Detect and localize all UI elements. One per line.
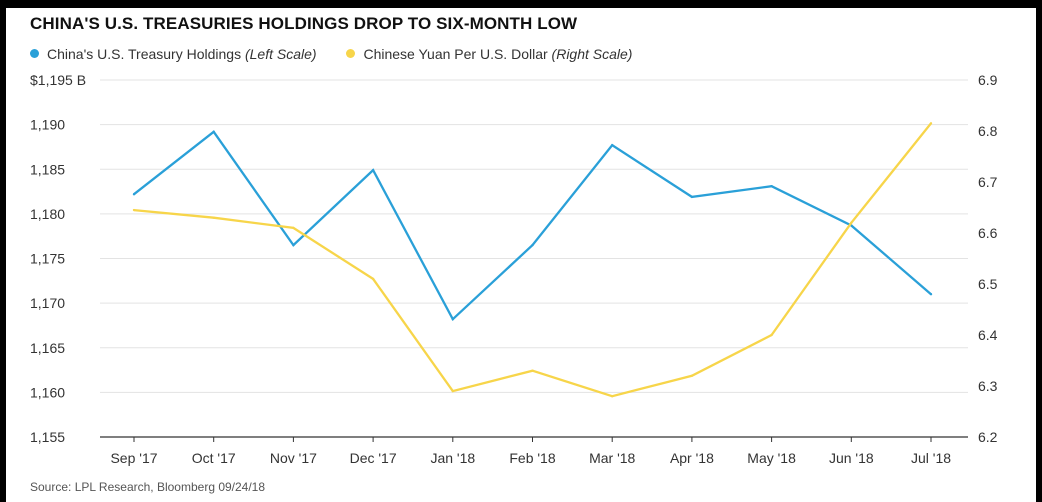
x-tick-label: Feb '18 <box>509 450 555 466</box>
source-note: Source: LPL Research, Bloomberg 09/24/18 <box>30 480 266 494</box>
data-point-treasury <box>611 143 614 147</box>
y-left-tick-label: 1,165 <box>30 340 65 356</box>
data-point-yuan <box>292 226 295 230</box>
series-line-yuan <box>133 122 932 398</box>
x-tick-label: Mar '18 <box>589 450 635 466</box>
legend-item-yuan: Chinese Yuan Per U.S. Dollar (Right Scal… <box>346 46 632 62</box>
series-line-treasury <box>133 130 932 322</box>
data-point-yuan <box>850 221 853 224</box>
chart-title: CHINA'S U.S. TREASURIES HOLDINGS DROP TO… <box>30 14 578 33</box>
y-right-tick-label: 6.5 <box>978 276 998 292</box>
x-tick-label: Nov '17 <box>270 450 317 466</box>
y-left-tick-label: 1,175 <box>30 251 65 267</box>
y-right-tick-label: 6.7 <box>978 174 998 190</box>
data-point-yuan <box>690 374 694 377</box>
y-left-tick-label: 1,155 <box>30 429 65 445</box>
data-point-treasury <box>132 193 136 196</box>
y-right-tick-label: 6.2 <box>978 429 998 445</box>
x-tick-label: Dec '17 <box>350 450 397 466</box>
data-point-yuan <box>611 395 614 398</box>
y-left-tick-label: $1,195 B <box>30 72 86 88</box>
data-point-yuan <box>212 216 215 219</box>
x-tick-label: Jul '18 <box>911 450 951 466</box>
legend-marker-treasury <box>30 49 39 58</box>
y-left-tick-label: 1,180 <box>30 206 65 222</box>
x-tick-label: Sep '17 <box>110 450 157 466</box>
y-left-tick-label: 1,170 <box>30 295 65 311</box>
x-tick-label: Oct '17 <box>192 450 236 466</box>
y-right-tick-label: 6.8 <box>978 123 998 139</box>
legend-marker-yuan <box>346 49 356 58</box>
x-tick-label: Apr '18 <box>670 450 714 466</box>
x-tick-label: Jan '18 <box>430 450 475 466</box>
data-point-treasury <box>770 185 773 188</box>
data-point-yuan <box>451 389 454 393</box>
y-right-tick-label: 6.4 <box>978 327 998 343</box>
data-point-yuan <box>929 122 933 125</box>
y-left-tick-label: 1,190 <box>30 117 65 133</box>
legend-item-treasury: China's U.S. Treasury Holdings (Left Sca… <box>30 46 317 62</box>
data-point-yuan <box>132 208 136 212</box>
legend-label-yuan: Chinese Yuan Per U.S. Dollar <box>363 46 548 62</box>
data-point-treasury <box>451 317 454 321</box>
data-point-yuan <box>371 277 375 281</box>
x-tick-label: Jun '18 <box>829 450 874 466</box>
data-point-treasury <box>531 243 534 247</box>
x-tick-label: May '18 <box>747 450 796 466</box>
y-left-tick-label: 1,160 <box>30 384 65 400</box>
chart-frame: CHINA'S U.S. TREASURIES HOLDINGS DROP TO… <box>6 8 1036 502</box>
legend-scale-yuan: (Right Scale) <box>551 46 633 62</box>
data-point-treasury <box>929 293 933 296</box>
chart-legend: China's U.S. Treasury Holdings (Left Sca… <box>30 46 658 62</box>
y-left-tick-label: 1,185 <box>30 161 65 177</box>
data-point-yuan <box>770 333 773 337</box>
legend-label-treasury: China's U.S. Treasury Holdings <box>47 46 242 62</box>
data-point-treasury <box>371 168 375 172</box>
y-right-tick-label: 6.3 <box>978 378 998 394</box>
line-chart: 1,155 1,160 1,165 1,170 1,175 1,180 1,185 1,190… <box>30 72 998 466</box>
data-point-treasury <box>212 130 215 133</box>
data-point-treasury <box>690 195 694 199</box>
data-point-treasury <box>292 243 295 247</box>
legend-scale-treasury: (Left Scale) <box>244 46 317 62</box>
data-point-yuan <box>531 369 534 372</box>
y-right-tick-label: 6.9 <box>978 72 998 88</box>
y-right-tick-label: 6.6 <box>978 225 998 241</box>
